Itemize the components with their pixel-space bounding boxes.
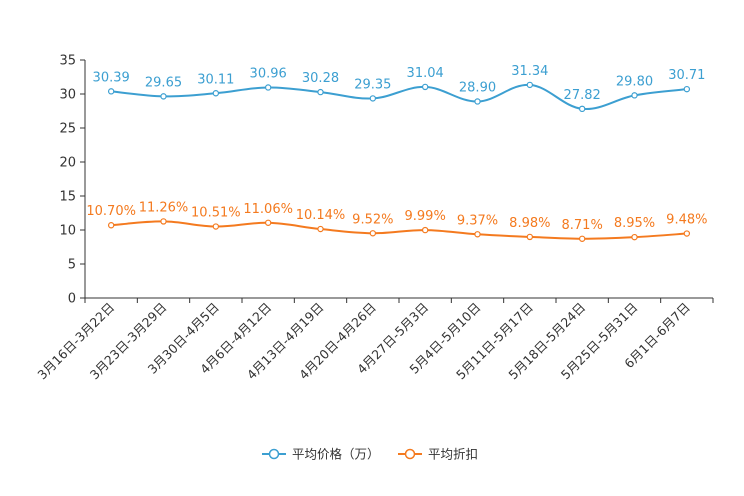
data-label: 31.34 bbox=[511, 64, 548, 79]
data-point[interactable] bbox=[683, 85, 691, 93]
data-label: 9.99% bbox=[405, 209, 446, 224]
y-tick-label: 35 bbox=[59, 54, 76, 69]
y-tick-label: 15 bbox=[59, 190, 76, 205]
data-point[interactable] bbox=[526, 81, 534, 89]
data-label: 10.70% bbox=[86, 204, 136, 219]
data-label: 29.80 bbox=[616, 74, 653, 89]
data-label: 11.06% bbox=[243, 202, 293, 217]
data-label: 31.04 bbox=[407, 66, 444, 81]
data-point[interactable] bbox=[578, 235, 586, 242]
y-tick-label: 30 bbox=[59, 88, 76, 103]
data-label: 11.26% bbox=[139, 200, 189, 215]
data-label: 8.71% bbox=[562, 218, 603, 233]
data-point[interactable] bbox=[160, 218, 167, 225]
data-label: 28.90 bbox=[459, 80, 496, 95]
series-2: 10.70% 11.26% 10.51% 11.06% 10.14% 9.52% 9.99%… bbox=[86, 200, 707, 242]
chart-series: 30.39 29.65 30.11 30.96 30.28 29.35 31.04 28.90… bbox=[86, 64, 707, 242]
data-label: 9.52% bbox=[352, 212, 393, 227]
data-point[interactable] bbox=[369, 230, 377, 237]
data-label: 30.96 bbox=[250, 66, 287, 81]
legend-label: 平均价格（万） bbox=[292, 447, 380, 462]
series-line bbox=[111, 83, 687, 110]
data-point[interactable] bbox=[421, 226, 429, 234]
data-label: 29.65 bbox=[145, 75, 182, 90]
data-label: 9.48% bbox=[666, 213, 707, 228]
data-label: 8.95% bbox=[614, 216, 655, 231]
data-label: 10.14% bbox=[296, 208, 346, 223]
data-label: 30.28 bbox=[302, 71, 339, 86]
data-point[interactable] bbox=[683, 230, 691, 237]
data-label: 10.51% bbox=[191, 206, 241, 221]
data-point[interactable] bbox=[526, 233, 534, 241]
data-point[interactable] bbox=[578, 105, 586, 113]
y-tick-label: 0 bbox=[68, 292, 76, 307]
data-label: 30.11 bbox=[197, 72, 234, 87]
data-point[interactable] bbox=[317, 88, 324, 96]
chart-legend[interactable]: 平均价格（万） 平均折扣 bbox=[262, 447, 478, 462]
y-tick-label: 10 bbox=[59, 224, 76, 239]
data-point[interactable] bbox=[474, 231, 481, 238]
data-point[interactable] bbox=[212, 223, 220, 230]
data-point[interactable] bbox=[421, 83, 429, 91]
data-label: 30.71 bbox=[668, 68, 705, 83]
legend-item-1[interactable]: 平均价格（万） bbox=[262, 447, 380, 462]
data-point[interactable] bbox=[212, 90, 220, 97]
data-label: 30.39 bbox=[93, 70, 130, 85]
series-1: 30.39 29.65 30.11 30.96 30.28 29.35 31.04 28.90… bbox=[93, 64, 705, 113]
legend-label: 平均折扣 bbox=[428, 447, 478, 462]
data-label: 8.98% bbox=[509, 216, 550, 231]
data-label: 29.35 bbox=[354, 77, 391, 92]
y-tick-label: 5 bbox=[68, 258, 76, 273]
data-point[interactable] bbox=[107, 88, 115, 95]
data-point[interactable] bbox=[264, 84, 272, 91]
data-point[interactable] bbox=[631, 92, 638, 99]
data-point[interactable] bbox=[369, 95, 377, 102]
data-point[interactable] bbox=[107, 222, 115, 229]
legend-marker-icon bbox=[268, 448, 280, 460]
y-tick-label: 25 bbox=[59, 122, 76, 137]
y-tick-label: 20 bbox=[59, 156, 76, 171]
data-label: 9.37% bbox=[457, 213, 498, 228]
legend-item-2[interactable]: 平均折扣 bbox=[398, 447, 478, 462]
data-point[interactable] bbox=[474, 98, 481, 105]
series-line bbox=[111, 220, 687, 240]
data-point[interactable] bbox=[631, 233, 638, 241]
data-label: 27.82 bbox=[564, 88, 601, 103]
data-point[interactable] bbox=[160, 93, 167, 100]
data-point[interactable] bbox=[264, 219, 272, 226]
legend-marker-icon bbox=[404, 448, 416, 460]
data-point[interactable] bbox=[317, 225, 324, 233]
